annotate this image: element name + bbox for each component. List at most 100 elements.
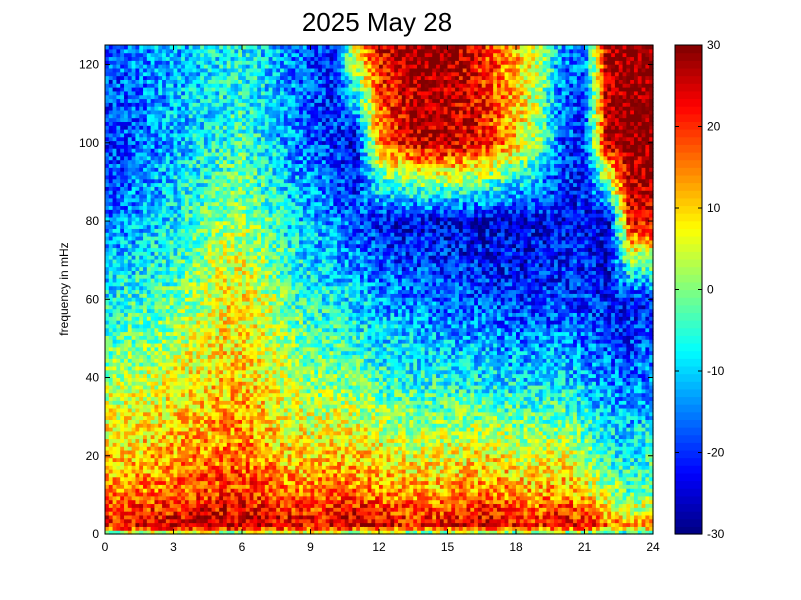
heatmap-cell (158, 327, 163, 333)
heatmap-cell (242, 239, 247, 245)
heatmap-cell (192, 174, 197, 180)
heatmap-cell (219, 201, 224, 207)
heatmap-cell (184, 289, 190, 294)
heatmap-cell (135, 232, 140, 237)
heatmap-cell (105, 488, 110, 493)
heatmap-cell (158, 465, 163, 470)
heatmap-cell (135, 167, 140, 172)
heatmap-cell (112, 213, 118, 218)
heatmap-cell (169, 331, 175, 336)
heatmap-cell (203, 285, 209, 291)
heatmap-cell (249, 121, 255, 126)
heatmap-cell (192, 320, 197, 325)
heatmap-cell (234, 327, 239, 333)
heatmap-cell (135, 278, 140, 283)
heatmap-cell (181, 427, 186, 432)
heatmap-cell (165, 178, 171, 184)
heatmap-cell (230, 507, 235, 512)
heatmap-cell (139, 125, 144, 130)
heatmap-cell (146, 274, 152, 279)
heatmap-cell (143, 251, 148, 256)
heatmap-cell (116, 427, 121, 432)
heatmap-cell (139, 64, 144, 69)
heatmap-cell (242, 415, 247, 420)
heatmap-cell (184, 129, 190, 134)
heatmap-cell (127, 293, 133, 298)
heatmap-cell (108, 167, 114, 172)
heatmap-cell (188, 469, 194, 474)
heatmap-cell (238, 442, 243, 447)
heatmap-cell (203, 442, 209, 447)
heatmap-cell (207, 132, 213, 138)
heatmap-cell (143, 407, 148, 413)
heatmap-cell (203, 323, 209, 329)
heatmap-cell (200, 255, 205, 260)
heatmap-cell (150, 56, 156, 61)
heatmap-cell (184, 300, 190, 306)
heatmap-cell (230, 342, 235, 348)
heatmap-cell (222, 495, 228, 501)
heatmap-cell (124, 507, 129, 512)
heatmap-cell (162, 136, 167, 142)
heatmap-cell (169, 132, 175, 138)
heatmap-cell (177, 67, 182, 73)
heatmap-cell (177, 411, 182, 417)
heatmap-cell (173, 472, 178, 478)
heatmap-cell (108, 182, 114, 187)
heatmap-cell (127, 102, 133, 107)
heatmap-cell (158, 71, 163, 77)
heatmap-cell (146, 151, 152, 157)
heatmap-cell (219, 373, 224, 378)
heatmap-cell (230, 113, 235, 119)
heatmap-cell (146, 469, 152, 474)
heatmap-cell (173, 102, 178, 107)
heatmap-cell (120, 213, 125, 218)
heatmap-cell (184, 148, 190, 153)
heatmap-cell (192, 480, 197, 485)
heatmap-cell (245, 339, 251, 344)
heatmap-cell (211, 232, 216, 237)
heatmap-cell (146, 446, 152, 451)
heatmap-cell (196, 476, 201, 482)
heatmap-cell (124, 461, 129, 466)
heatmap-cell (181, 522, 186, 527)
heatmap-cell (192, 339, 197, 344)
heatmap-cell (211, 373, 216, 378)
heatmap-cell (105, 323, 110, 329)
heatmap-cell (203, 289, 209, 294)
heatmap-cell (192, 419, 197, 424)
heatmap-cell (127, 323, 133, 329)
heatmap-cell (181, 148, 186, 153)
heatmap-cell (120, 354, 125, 359)
heatmap-cell (177, 373, 182, 378)
heatmap-cell (226, 438, 232, 443)
heatmap-cell (181, 236, 186, 241)
heatmap-cell (181, 228, 186, 233)
heatmap-cell (215, 469, 220, 474)
heatmap-cell (181, 526, 186, 531)
heatmap-cell (222, 109, 228, 115)
heatmap-cell (120, 190, 125, 195)
heatmap-cell (226, 144, 232, 149)
heatmap-cell (249, 186, 255, 191)
heatmap-cell (124, 247, 129, 252)
heatmap-cell (219, 87, 224, 92)
heatmap-cell (196, 155, 201, 161)
heatmap-cell (211, 514, 216, 520)
heatmap-cell (249, 113, 255, 119)
heatmap-cell (226, 480, 232, 485)
heatmap-cell (245, 79, 251, 84)
heatmap-cell (215, 449, 220, 455)
heatmap-cell (249, 457, 255, 463)
heatmap-cell (139, 335, 144, 340)
heatmap-cell (211, 304, 216, 310)
heatmap-cell (120, 56, 125, 61)
heatmap-cell (146, 117, 152, 123)
heatmap-cell (105, 293, 110, 298)
heatmap-cell (192, 518, 197, 524)
heatmap-cell (188, 94, 194, 100)
heatmap-cell (131, 129, 137, 134)
heatmap-cell (127, 316, 133, 321)
heatmap-cell (196, 281, 201, 287)
heatmap-cell (245, 411, 251, 417)
